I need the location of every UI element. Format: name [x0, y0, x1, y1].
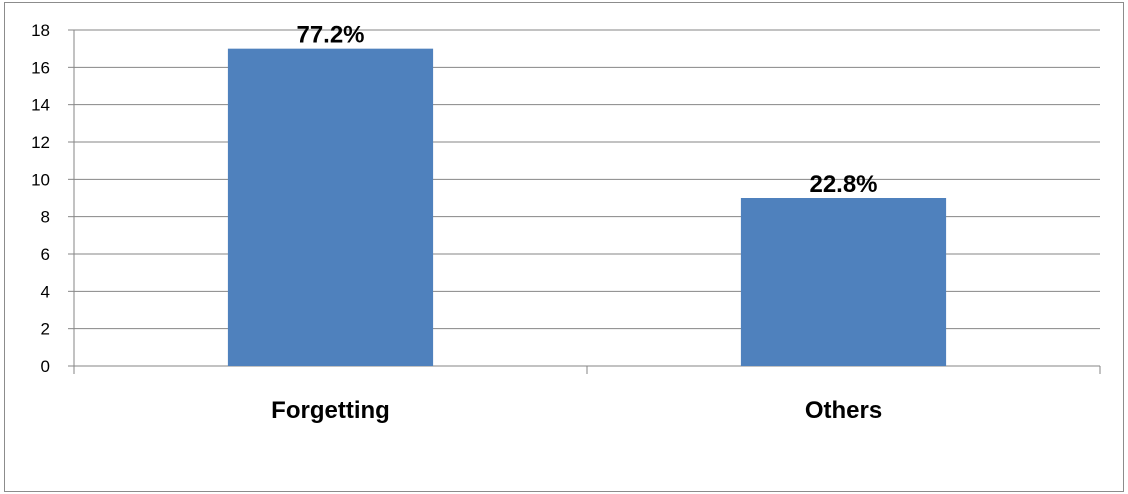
category-label-others: Others: [805, 397, 882, 424]
y-tick-label: 14: [31, 96, 50, 115]
y-tick-label: 8: [41, 208, 50, 227]
y-tick-label: 18: [31, 21, 50, 40]
y-tick-label: 12: [31, 133, 50, 152]
bars: [227, 48, 947, 367]
y-tick-label: 0: [41, 357, 50, 376]
data-label-forgetting: 77.2%: [296, 22, 364, 49]
y-tick-label: 4: [41, 282, 50, 301]
bar-forgetting: [227, 48, 434, 367]
x-axis: [73, 365, 1101, 374]
category-labels: Forgetting Others: [271, 397, 882, 424]
data-labels: 77.2% 22.8%: [296, 22, 877, 198]
y-tick-label: 16: [31, 58, 50, 77]
y-tick-label: 2: [41, 320, 50, 339]
bar-others: [740, 198, 947, 366]
data-label-others: 22.8%: [809, 171, 877, 198]
category-label-forgetting: Forgetting: [271, 397, 390, 424]
y-tick-label: 6: [41, 245, 50, 264]
y-axis: 0 2 4 6 8 10 12 14 16 18: [31, 21, 75, 376]
y-tick-label: 10: [31, 170, 50, 189]
